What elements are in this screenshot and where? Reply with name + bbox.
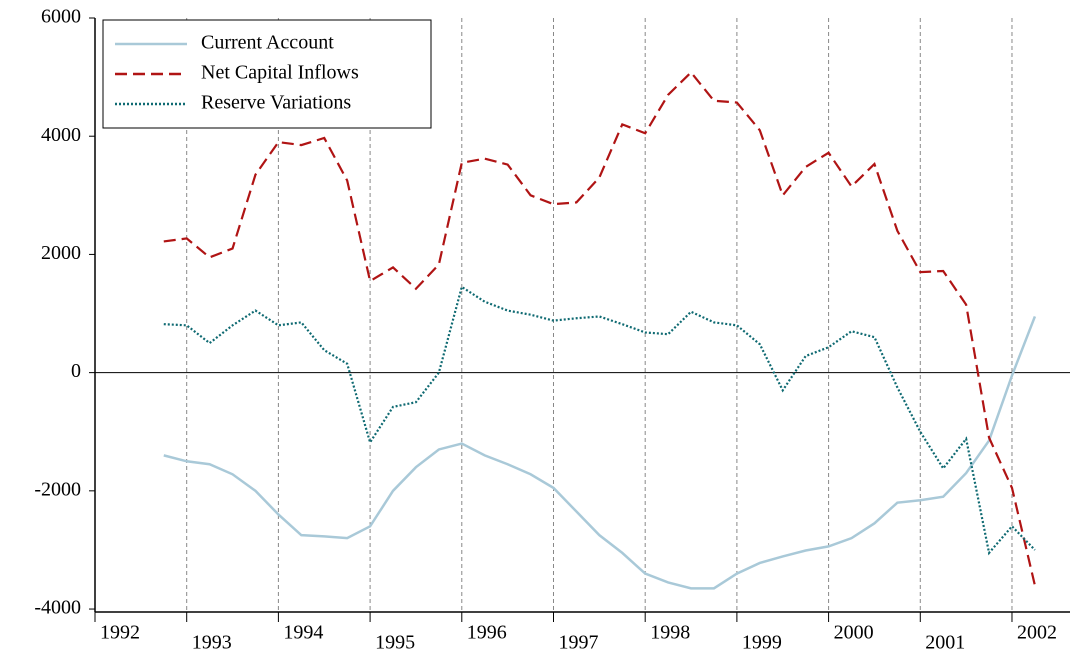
x-tick-label: 1996 — [467, 622, 507, 644]
y-tick-label: 6000 — [41, 6, 81, 28]
x-tick-label: 1997 — [558, 632, 598, 654]
y-tick-label: 0 — [71, 360, 81, 382]
series-line — [163, 285, 1036, 556]
x-tick-label: 1994 — [283, 622, 323, 644]
x-tick-label: 1992 — [100, 622, 140, 644]
x-tick-label: 1993 — [192, 632, 232, 654]
legend-label: Current Account — [201, 32, 334, 54]
x-tick-label: 1995 — [375, 632, 415, 654]
legend-label: Net Capital Inflows — [201, 62, 359, 84]
y-tick-label: 2000 — [41, 242, 81, 264]
x-tick-label: 2000 — [834, 622, 874, 644]
legend-label: Reserve Variations — [201, 92, 351, 114]
y-tick-label: 4000 — [41, 124, 81, 146]
y-tick-label: -2000 — [34, 478, 81, 500]
x-tick-label: 2002 — [1017, 622, 1057, 644]
x-tick-label: 1999 — [742, 632, 782, 654]
y-tick-label: -4000 — [34, 597, 81, 619]
series-line — [163, 316, 1037, 590]
x-tick-label: 1998 — [650, 622, 690, 644]
x-tick-label: 2001 — [925, 632, 965, 654]
series-line — [163, 70, 1036, 586]
